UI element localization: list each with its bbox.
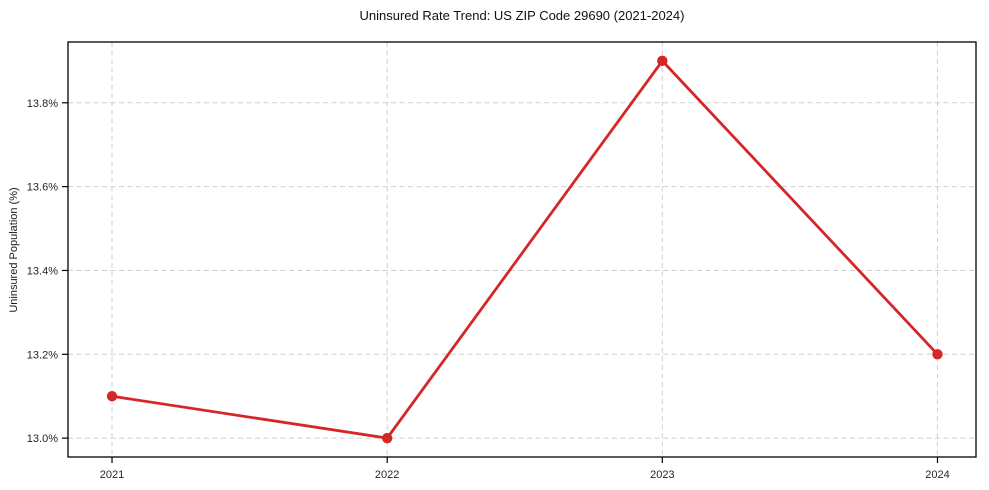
y-tick-label: 13.0%	[27, 433, 58, 445]
data-point	[381, 432, 393, 444]
trend-line	[110, 59, 939, 440]
y-tick-label: 13.4%	[27, 265, 58, 277]
y-tick-label: 13.6%	[27, 182, 58, 194]
chart-title: Uninsured Rate Trend: US ZIP Code 29690 …	[359, 8, 685, 23]
data-point	[106, 391, 118, 402]
y-tick-label: 13.8%	[27, 98, 58, 110]
x-tick-label: 2021	[100, 469, 124, 481]
data-point	[657, 55, 668, 67]
y-tick-label: 13.2%	[27, 349, 58, 361]
data-point	[932, 349, 943, 360]
plot-border	[67, 41, 977, 458]
x-tick-label: 2023	[650, 469, 674, 481]
x-tick-label: 2024	[925, 469, 949, 481]
x-tick-label: 2022	[375, 469, 399, 481]
